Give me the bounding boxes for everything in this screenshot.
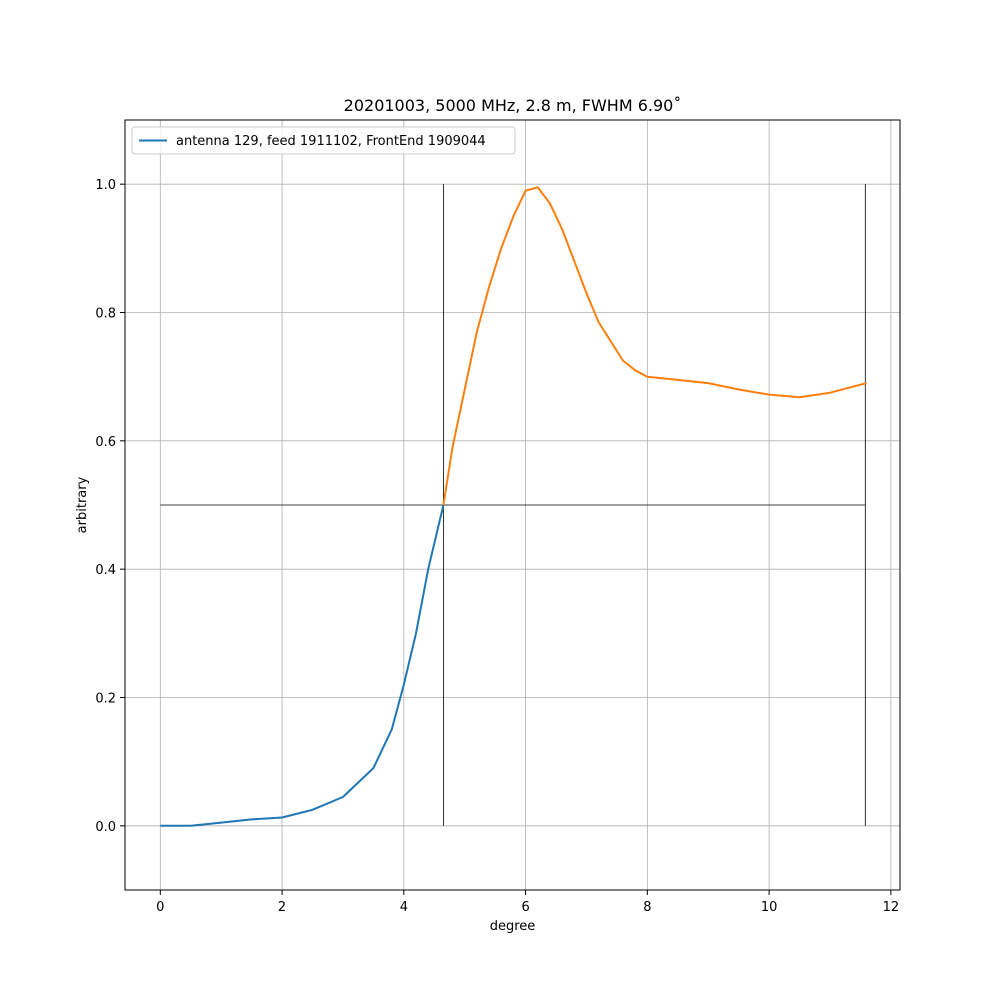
x-tick-label: 10 xyxy=(761,900,778,915)
x-tick-label: 12 xyxy=(883,900,900,915)
legend-box xyxy=(131,126,516,155)
x-axis-label: degree xyxy=(490,919,536,934)
x-axis-ticks: 0 2 4 6 8 10 12 xyxy=(156,890,899,915)
y-tick-label: 0.0 xyxy=(95,820,116,835)
plot-frame xyxy=(124,119,901,891)
series-line-1 xyxy=(160,504,445,827)
y-tick-label: 0.4 xyxy=(95,563,116,578)
x-tick-label: 2 xyxy=(278,900,286,915)
legend: antenna 129, feed 1911102, FrontEnd 1909… xyxy=(131,126,516,155)
x-tick-label: 0 xyxy=(156,900,164,915)
chart-title: 20201003, 5000 MHz, 2.8 m, FWHM 6.90˚ xyxy=(344,96,682,115)
x-tick-label: 8 xyxy=(643,900,651,915)
y-tick-label: 0.8 xyxy=(95,307,116,322)
x-tick-label: 4 xyxy=(400,900,408,915)
series-line-2 xyxy=(442,186,867,506)
y-axis-ticks: 0.0 0.2 0.4 0.6 0.8 1.0 xyxy=(95,178,125,835)
y-tick-label: 0.2 xyxy=(95,692,116,707)
y-axis-label: arbitrary xyxy=(75,476,90,533)
y-tick-label: 0.6 xyxy=(95,435,116,450)
legend-label: antenna 129, feed 1911102, FrontEnd 1909… xyxy=(176,134,486,149)
x-tick-label: 6 xyxy=(521,900,529,915)
series-group xyxy=(160,186,867,827)
y-tick-label: 1.0 xyxy=(95,178,116,193)
